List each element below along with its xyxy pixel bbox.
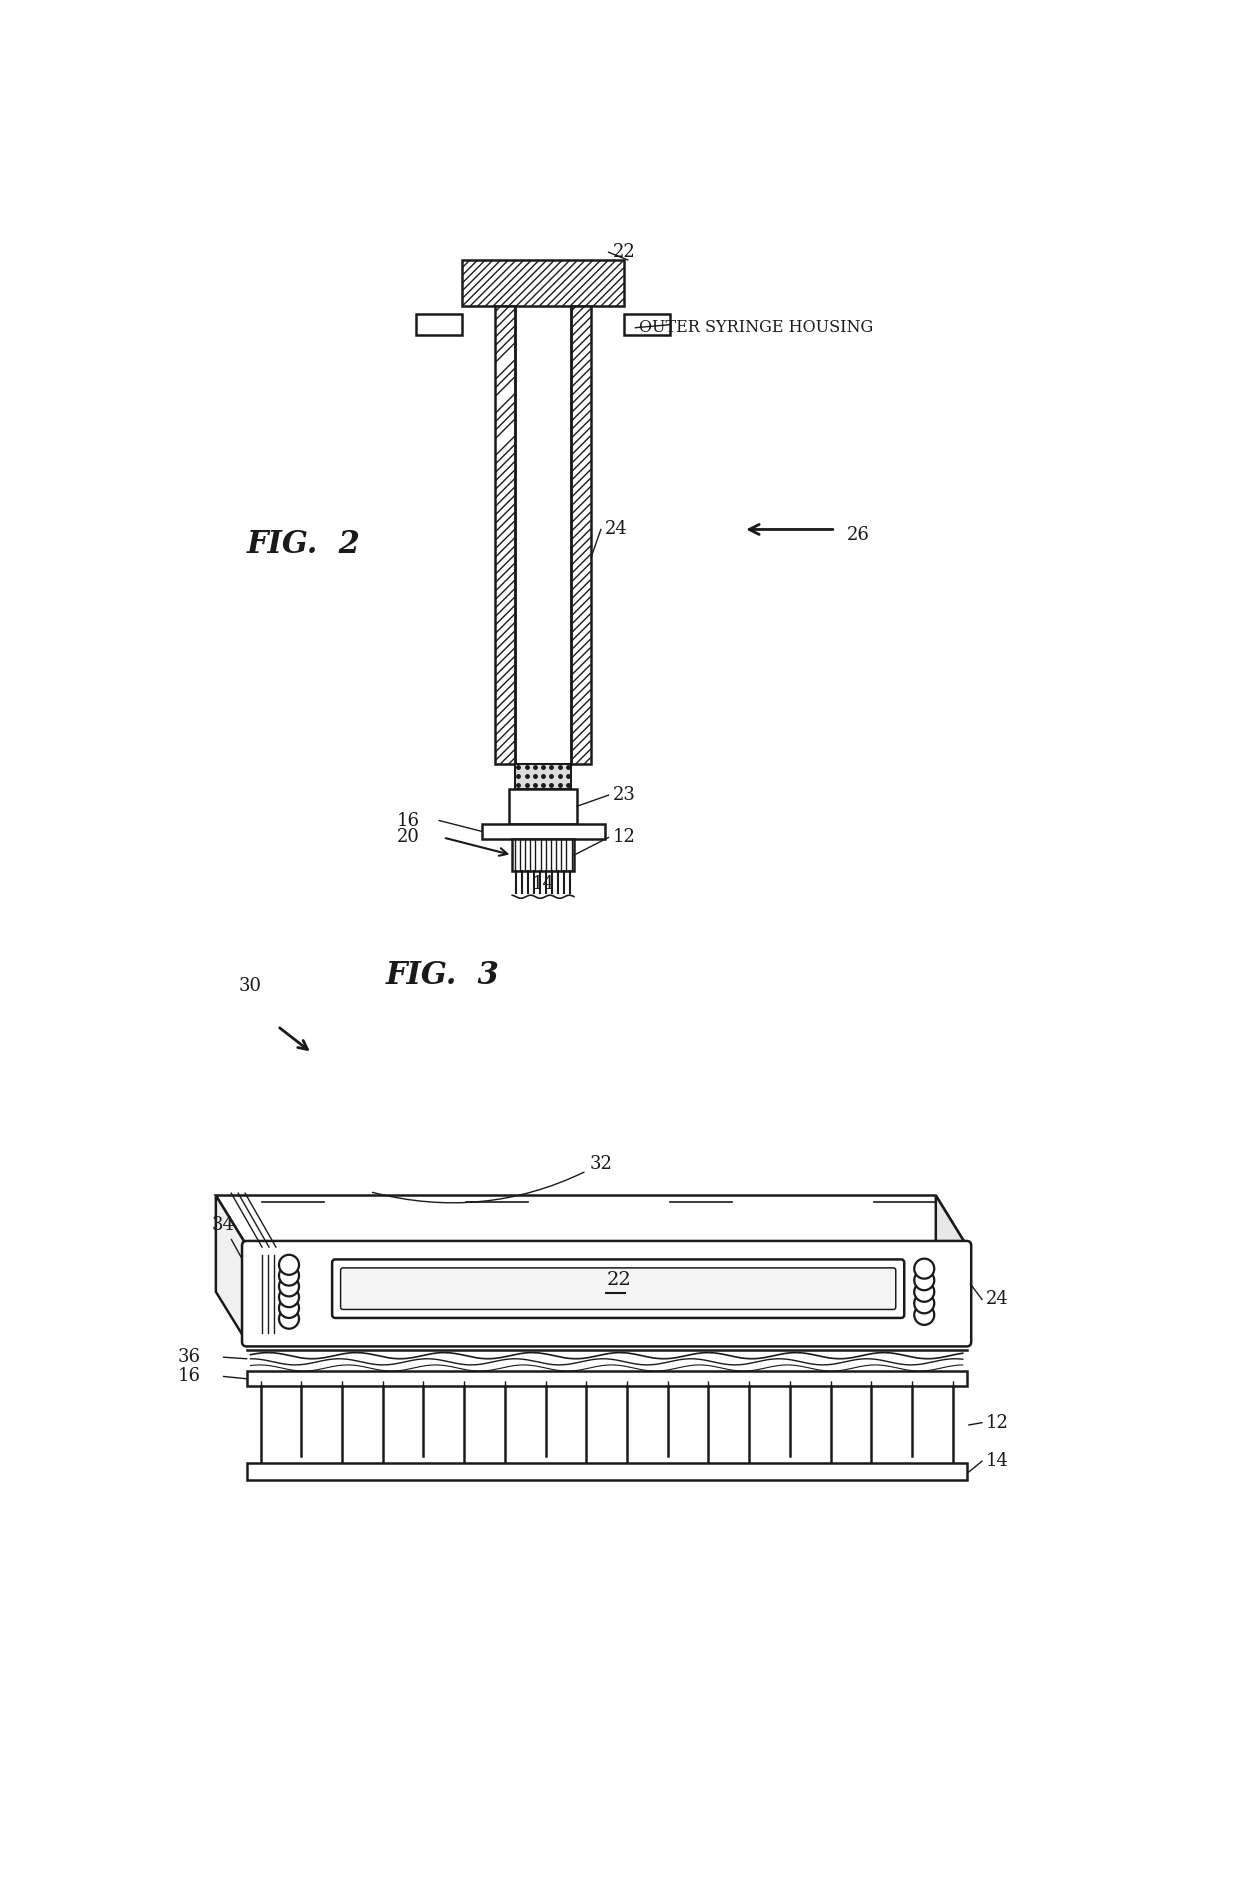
Bar bbox=[247, 1464, 967, 1481]
Bar bbox=[495, 307, 516, 765]
Polygon shape bbox=[216, 1196, 967, 1245]
Text: 16: 16 bbox=[397, 812, 420, 829]
Text: 23: 23 bbox=[613, 786, 635, 804]
Circle shape bbox=[279, 1266, 299, 1285]
Text: 22: 22 bbox=[613, 243, 635, 262]
Text: 34: 34 bbox=[212, 1217, 274, 1317]
Text: 30: 30 bbox=[239, 978, 262, 995]
Circle shape bbox=[914, 1292, 934, 1313]
Circle shape bbox=[279, 1255, 299, 1275]
Polygon shape bbox=[216, 1196, 247, 1341]
Circle shape bbox=[279, 1287, 299, 1307]
Circle shape bbox=[914, 1306, 934, 1324]
Text: 36: 36 bbox=[177, 1349, 201, 1366]
Text: 32: 32 bbox=[372, 1155, 613, 1202]
Bar bbox=[417, 315, 463, 335]
Bar bbox=[624, 315, 670, 335]
Bar bbox=[516, 765, 570, 789]
Text: OUTER SYRINGE HOUSING: OUTER SYRINGE HOUSING bbox=[640, 318, 874, 335]
Bar bbox=[254, 1387, 959, 1464]
Circle shape bbox=[914, 1259, 934, 1279]
Bar bbox=[512, 838, 574, 870]
FancyBboxPatch shape bbox=[242, 1242, 971, 1347]
Polygon shape bbox=[936, 1196, 967, 1341]
Circle shape bbox=[914, 1270, 934, 1291]
Text: 12: 12 bbox=[986, 1413, 1008, 1432]
Text: 20: 20 bbox=[397, 829, 420, 846]
Text: 14: 14 bbox=[986, 1453, 1008, 1470]
Bar bbox=[570, 307, 590, 765]
Circle shape bbox=[279, 1298, 299, 1319]
Bar bbox=[516, 307, 570, 765]
Text: 14: 14 bbox=[532, 874, 554, 893]
Circle shape bbox=[914, 1281, 934, 1302]
Text: FIG.  2: FIG. 2 bbox=[247, 529, 361, 560]
Text: 12: 12 bbox=[613, 829, 635, 846]
Text: 26: 26 bbox=[847, 526, 870, 544]
Text: 22: 22 bbox=[606, 1272, 631, 1289]
Text: 24: 24 bbox=[986, 1291, 1008, 1309]
Text: 24: 24 bbox=[605, 520, 627, 539]
Bar bbox=[463, 260, 624, 307]
FancyBboxPatch shape bbox=[341, 1268, 895, 1309]
Circle shape bbox=[279, 1309, 299, 1328]
Text: 16: 16 bbox=[177, 1368, 201, 1385]
FancyBboxPatch shape bbox=[332, 1259, 904, 1319]
Circle shape bbox=[279, 1275, 299, 1296]
Bar bbox=[247, 1372, 967, 1387]
Text: FIG.  3: FIG. 3 bbox=[386, 959, 500, 991]
Bar bbox=[481, 823, 605, 838]
Bar bbox=[510, 789, 577, 823]
